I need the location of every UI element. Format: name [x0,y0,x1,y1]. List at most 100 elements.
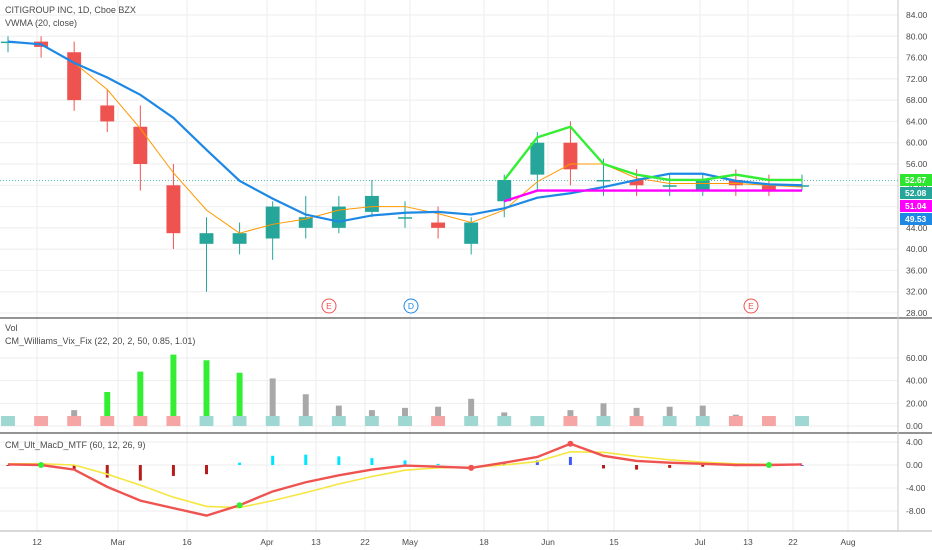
candle-body[interactable] [662,185,677,187]
vix-fix-bar[interactable] [699,405,706,426]
volume-bar[interactable] [298,416,313,426]
candle-body[interactable] [695,179,710,191]
symbol-title[interactable]: CITIGROUP INC, 1D, Cboe BZX [5,5,136,15]
volume-bar[interactable] [596,416,611,426]
macd-histogram-bar[interactable] [635,465,639,470]
macd-histogram-bar[interactable] [105,465,109,478]
candle-body[interactable] [100,105,115,122]
macd-cross-dot[interactable] [567,440,574,447]
candle-body[interactable] [596,179,611,182]
vix-fix-bar[interactable] [104,392,111,426]
volume-bar[interactable] [1,416,15,426]
volume-bar[interactable] [199,416,214,426]
candle-body[interactable] [629,179,644,186]
volume-bar[interactable] [431,416,446,426]
macd-pane[interactable] [6,440,804,517]
vix-fix-bar[interactable] [137,371,144,426]
macd-histogram-bar[interactable] [205,465,208,475]
volume-bar[interactable] [530,416,545,426]
macd-histogram-bar[interactable] [668,465,672,468]
candle-body[interactable] [199,233,214,244]
vix-fix-bar[interactable] [335,405,342,426]
lower-band-line[interactable] [503,189,802,203]
macd-study-title[interactable]: CM_Ult_MacD_MTF (60, 12, 26, 9) [5,440,146,450]
candle-body[interactable] [728,179,743,186]
volume-bar[interactable] [662,416,677,426]
volume-bar[interactable] [265,416,280,426]
macd-histogram-bar[interactable] [602,465,605,469]
candle-body[interactable] [298,217,313,228]
volume-bar[interactable] [563,416,578,426]
blue-average-line[interactable] [7,40,803,223]
candle-body[interactable] [497,179,512,202]
candle-body[interactable] [761,185,776,191]
macd-histogram-bar[interactable] [535,460,539,465]
volume-bar[interactable] [133,416,148,426]
macd-histogram-bar[interactable] [138,465,142,481]
macd-histogram-bar[interactable] [370,458,374,465]
event-marker[interactable] [403,298,419,314]
volume-bar[interactable] [728,416,743,426]
vix-fix-bar[interactable] [236,372,243,426]
volume-bar[interactable] [331,416,346,426]
vix-fix-bar[interactable] [170,354,177,426]
event-marker[interactable] [743,298,759,314]
candle-body[interactable] [464,222,479,244]
macd-histogram-bar[interactable] [337,456,341,465]
candle-body[interactable] [398,217,412,219]
macd-histogram-bar[interactable] [304,454,308,465]
volume-bar[interactable] [67,416,82,426]
candle-body[interactable] [133,126,148,164]
vwma-study-title[interactable]: VWMA (20, close) [5,18,77,28]
vix-fix-bar[interactable] [600,403,607,426]
macd-line[interactable] [7,442,803,517]
volume-bar[interactable] [761,416,776,426]
volume-bar[interactable] [464,416,479,426]
vix-fix-bar[interactable] [468,398,475,426]
candle-body[interactable] [795,185,809,187]
vwma-line[interactable] [7,41,803,234]
vix-fix-bar[interactable] [302,394,309,426]
volume-bar[interactable] [795,416,809,426]
macd-cross-dot[interactable] [38,462,45,468]
volume-bar[interactable] [497,416,512,426]
event-marker[interactable] [321,298,337,314]
volume-bar[interactable] [398,416,412,426]
vix-fix-bar[interactable] [203,360,210,426]
volume-bar[interactable] [100,416,115,426]
macd-cross-dot[interactable] [236,502,243,509]
vix-fix-bar[interactable] [269,378,276,426]
volume-bar[interactable] [232,416,247,426]
volume-bar[interactable] [34,416,49,426]
volume-bar[interactable] [695,416,710,426]
macd-histogram-bar[interactable] [271,455,275,465]
macd-histogram-bar[interactable] [403,460,407,465]
volume-pane[interactable] [1,354,809,426]
candle-body[interactable] [166,185,181,234]
macd-histogram-bar[interactable] [72,465,76,470]
macd-histogram-bar[interactable] [171,465,175,476]
volume-bar[interactable] [364,416,379,426]
upper-band-line[interactable] [503,125,802,182]
vix-fix-study-title[interactable]: CM_Williams_Vix_Fix (22, 20, 2, 50, 0.85… [5,336,195,346]
macd-histogram-bar[interactable] [701,465,705,467]
candle-body[interactable] [265,206,280,239]
macd-histogram-bar[interactable] [238,462,242,465]
price-tick-label: 64.00 [906,116,928,126]
volume-title[interactable]: Vol [5,323,18,333]
macd-cross-dot[interactable] [765,462,772,468]
volume-bar[interactable] [629,416,644,426]
candle-body[interactable] [331,206,346,228]
macd-histogram-bar[interactable] [436,463,440,465]
macd-signal-line[interactable] [8,450,802,509]
candle-body[interactable] [563,142,578,170]
macd-histogram-bar[interactable] [568,456,572,465]
candle-body[interactable] [530,142,545,175]
candle-body[interactable] [232,233,247,244]
volume-bar[interactable] [166,416,181,426]
candle-body[interactable] [364,195,379,212]
macd-cross-dot[interactable] [468,464,475,471]
candle-body[interactable] [431,222,446,228]
